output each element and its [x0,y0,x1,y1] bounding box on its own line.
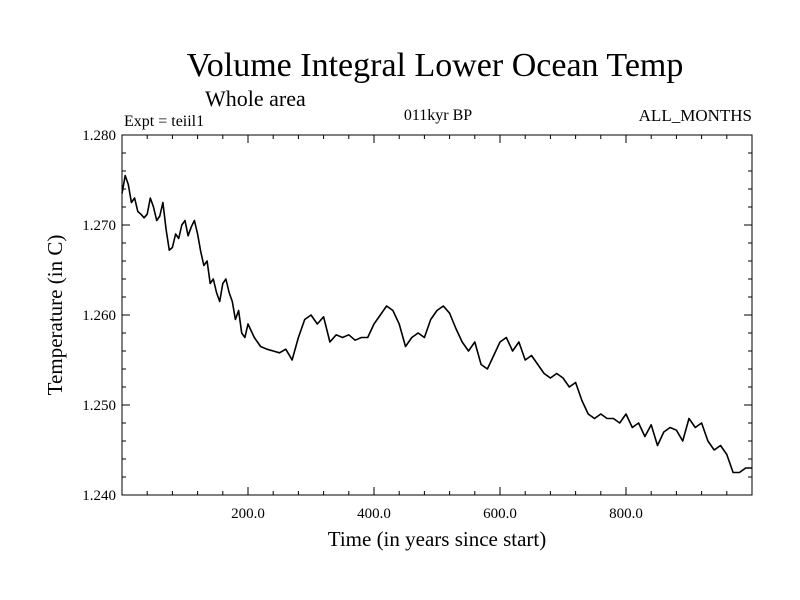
y-axis-ticks: 1.240 1.250 1.260 1.270 1.280 [82,128,752,504]
chart-title: Volume Integral Lower Ocean Temp [187,47,684,84]
period-label: 011kyr BP [404,107,472,124]
chart-subtitle: Whole area [205,86,306,111]
x-tick-label: 600.0 [483,506,517,522]
x-axis-label: Time (in years since start) [328,527,547,551]
months-label: ALL_MONTHS [639,106,752,125]
plot-frame [121,134,753,496]
x-axis-ticks: 200.0 400.0 600.0 800.0 [146,135,728,522]
y-axis-label: Temperature (in C) [43,235,67,396]
y-tick-label: 1.240 [82,488,116,504]
x-tick-label: 800.0 [609,506,643,522]
y-tick-label: 1.260 [82,308,116,324]
series-line [121,174,752,474]
y-tick-label: 1.270 [82,218,116,234]
experiment-label: Expt = teiil1 [124,113,204,130]
y-tick-label: 1.280 [82,128,116,144]
x-tick-label: 400.0 [357,506,391,522]
x-tick-label: 200.0 [231,506,265,522]
y-tick-label: 1.250 [82,398,116,414]
